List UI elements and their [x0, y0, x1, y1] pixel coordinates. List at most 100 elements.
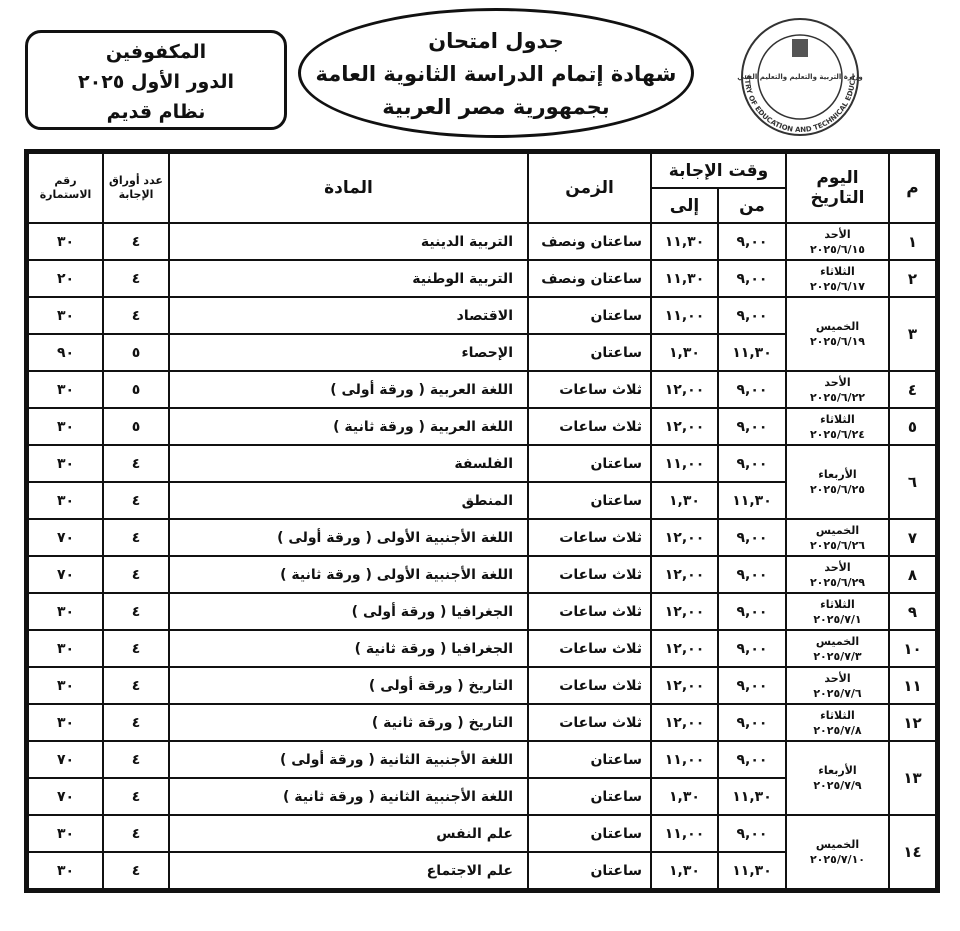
day: الأحد: [824, 560, 851, 574]
day-date: الأحد ٢٠٢٥/٦/٢٩: [785, 555, 890, 594]
day: الأربعاء: [818, 764, 857, 777]
table-row: ٤ الأحد ٢٠٢٥/٦/٢٢ ٩,٠٠ ١٢,٠٠ ثلاث ساعات اللغة …: [27, 370, 937, 409]
time-from: ٩,٠٠: [717, 222, 787, 261]
time-to: ١,٣٠: [650, 481, 719, 520]
time-from: ١١,٣٠: [717, 481, 787, 520]
side-line: الدور الأول ٢٠٢٥: [78, 71, 234, 93]
time-from: ٩,٠٠: [717, 296, 787, 335]
title-line: جدول امتحان: [428, 29, 564, 53]
table-row: ١ الأحد ٢٠٢٥/٦/١٥ ٩,٠٠ ١١,٣٠ ساعتان ونصف الترب…: [27, 222, 937, 261]
date: ٢٠٢٥/٧/١: [813, 612, 862, 626]
time-from: ٩,٠٠: [717, 444, 787, 483]
row-number: ١١: [888, 666, 937, 705]
logo-arabic: وزارة التربية والتعليم والتعليم الفني: [737, 73, 862, 81]
form-number: ٧٠: [27, 518, 104, 557]
logo-ring: [741, 18, 859, 136]
day: الأحد: [824, 227, 851, 241]
form-number: ٧٠: [27, 740, 104, 779]
date: ٢٠٢٥/٦/٢٩: [809, 575, 866, 589]
row-number: ٥: [888, 407, 937, 446]
form-number: ٧٠: [27, 555, 104, 594]
day-date: الأربعاء ٢٠٢٥/٧/٩: [785, 740, 890, 816]
time-to: ١٢,٠٠: [650, 555, 719, 594]
form-number: ٣٠: [27, 629, 104, 668]
day: الخميس: [815, 523, 860, 537]
row-number: ١٤: [888, 814, 937, 890]
row-number: ١٢: [888, 703, 937, 742]
day: الخميس: [815, 634, 860, 648]
duration: ثلاث ساعات: [527, 518, 652, 557]
sheets: ٤: [102, 222, 170, 261]
time-from: ٩,٠٠: [717, 370, 787, 409]
duration: ساعتان: [527, 444, 652, 483]
day: الخميس: [815, 320, 860, 333]
subject: اللغة العربية ( ورقة أولى ): [168, 370, 529, 409]
day: الثلاثاء: [820, 708, 855, 722]
date: ٢٠٢٥/٦/١٥: [809, 242, 866, 256]
day: الثلاثاء: [820, 412, 855, 426]
table-row: ٧ الخميس ٢٠٢٥/٦/٢٦ ٩,٠٠ ١٢,٠٠ ثلاث ساعات اللغة…: [27, 518, 937, 557]
table-row: ٢ الثلاثاء ٢٠٢٥/٦/١٧ ٩,٠٠ ١١,٣٠ ساعتان ونصف ال…: [27, 259, 937, 298]
table-row: ١١,٣٠ ١,٣٠ ساعتان علم الاجتماع ٤ ٣٠: [27, 851, 936, 890]
form-number: ٣٠: [27, 814, 104, 853]
duration: ثلاث ساعات: [527, 703, 652, 742]
sheets: ٤: [102, 555, 170, 594]
row-number: ١: [888, 222, 937, 261]
table-row: ٣ الخميس ٢٠٢٥/٦/١٩ ٩,٠٠ ١١,٠٠ ساعتان الاقتصاد ٤…: [27, 296, 937, 372]
day: الثلاثاء: [820, 597, 855, 611]
day-date: الثلاثاء ٢٠٢٥/٦/٢٤: [785, 407, 890, 446]
time-to: ١٢,٠٠: [650, 407, 719, 446]
day: الخميس: [815, 838, 860, 851]
duration: ساعتان: [527, 481, 652, 520]
time-from: ١١,٣٠: [717, 777, 787, 816]
duration: ثلاث ساعات: [527, 370, 652, 409]
day: الثلاثاء: [820, 264, 855, 278]
sheets: ٤: [102, 259, 170, 298]
form-number: ٣٠: [27, 703, 104, 742]
time-from: ٩,٠٠: [717, 703, 787, 742]
duration: ساعتان: [527, 740, 652, 779]
table-row: ١٣ الأربعاء ٢٠٢٥/٧/٩ ٩,٠٠ ١١,٠٠ ساعتان اللغة ا…: [27, 740, 937, 816]
duration: ساعتان: [527, 851, 652, 890]
table-row: ٩ الثلاثاء ٢٠٢٥/٧/١ ٩,٠٠ ١٢,٠٠ ثلاث ساعات الجغ…: [27, 592, 937, 631]
side-line: نظام قديم: [106, 101, 206, 123]
time-to: ١٢,٠٠: [650, 703, 719, 742]
sheets: ٤: [102, 518, 170, 557]
duration: ثلاث ساعات: [527, 555, 652, 594]
row-number: ٢: [888, 259, 937, 298]
duration: ساعتان: [527, 333, 652, 372]
header-day: اليوم التاريخ: [785, 152, 890, 224]
subject: الجغرافيا ( ورقة ثانية ): [168, 629, 529, 668]
subject: التربية الدينية: [168, 222, 529, 261]
date: ٢٠٢٥/٧/٣: [813, 649, 862, 663]
time-from: ٩,٠٠: [717, 259, 787, 298]
time-to: ١,٣٠: [650, 851, 719, 890]
subject: الاقتصاد: [168, 296, 529, 335]
time-from: ٩,٠٠: [717, 740, 787, 779]
time-from: ١١,٣٠: [717, 333, 787, 372]
time-to: ١٢,٠٠: [650, 518, 719, 557]
date: ٢٠٢٥/٦/٢٤: [809, 427, 866, 441]
form-number: ٣٠: [27, 481, 104, 520]
form-number: ٩٠: [27, 333, 104, 372]
sheets: ٤: [102, 851, 170, 890]
title-line: شهادة إتمام الدراسة الثانوية العامة: [315, 62, 677, 86]
table-row: ١١,٣٠ ١,٣٠ ساعتان المنطق ٤ ٣٠: [27, 481, 936, 520]
subject: اللغة الأجنبية الثانية ( ورقة ثانية ): [168, 777, 529, 816]
row-number: ١٠: [888, 629, 937, 668]
side-box: المكفوفين الدور الأول ٢٠٢٥ نظام قديم: [25, 30, 287, 130]
day: الأحد: [824, 671, 851, 685]
title-oval: جدول امتحان شهادة إتمام الدراسة الثانوية…: [298, 8, 694, 138]
table-row: ١٤ الخميس ٢٠٢٥/٧/١٠ ٩,٠٠ ١١,٠٠ ساعتان علم النف…: [27, 814, 937, 890]
day-date: الثلاثاء ٢٠٢٥/٧/١: [785, 592, 890, 631]
date: ٢٠٢٥/٦/٢٦: [809, 538, 866, 552]
header-day-text: اليوم: [816, 168, 859, 188]
sheets: ٤: [102, 629, 170, 668]
time-to: ١,٣٠: [650, 777, 719, 816]
form-number: ٣٠: [27, 296, 104, 335]
day-date: الخميس ٢٠٢٥/٦/١٩: [785, 296, 890, 372]
table-row: ٥ الثلاثاء ٢٠٢٥/٦/٢٤ ٩,٠٠ ١٢,٠٠ ثلاث ساعات الل…: [27, 407, 937, 446]
time-to: ١٢,٠٠: [650, 592, 719, 631]
duration: ثلاث ساعات: [527, 592, 652, 631]
table-row: ٦ الأربعاء ٢٠٢٥/٦/٢٥ ٩,٠٠ ١١,٠٠ ساعتان الفلسفة…: [27, 444, 937, 520]
